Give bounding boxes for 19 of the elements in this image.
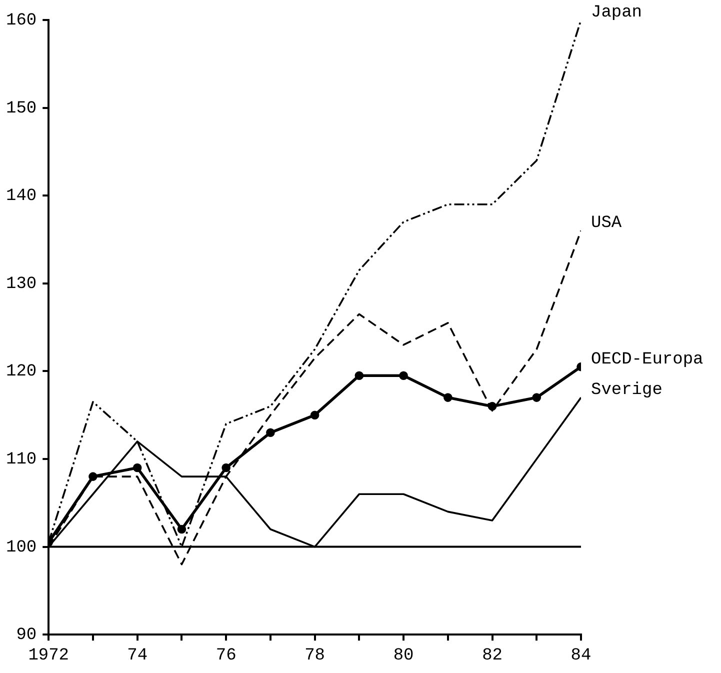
x-tick-label: 74 — [127, 646, 148, 666]
y-tick-label: 140 — [6, 187, 37, 206]
x-tick-label: 82 — [482, 646, 502, 666]
x-tick-label: 78 — [304, 646, 326, 666]
y-tick-label: 110 — [6, 450, 37, 470]
x-tick-label: 1972 — [28, 646, 70, 666]
y-tick-label: 150 — [6, 99, 37, 118]
y-tick-label: 100 — [6, 538, 37, 558]
series-label: Japan — [591, 4, 642, 22]
y-tick-label: 90 — [16, 626, 37, 646]
series-label: USA — [591, 214, 622, 234]
x-tick-label: 76 — [216, 646, 236, 666]
y-tick-label: 160 — [6, 12, 37, 30]
x-tick-label: 80 — [393, 646, 414, 666]
y-tick-label: 130 — [6, 274, 37, 294]
series-label: OECD-Europa — [591, 350, 704, 370]
y-tick-label: 120 — [6, 362, 37, 382]
x-tick-label: 84 — [570, 646, 592, 666]
series-label: Sverige — [591, 381, 662, 400]
